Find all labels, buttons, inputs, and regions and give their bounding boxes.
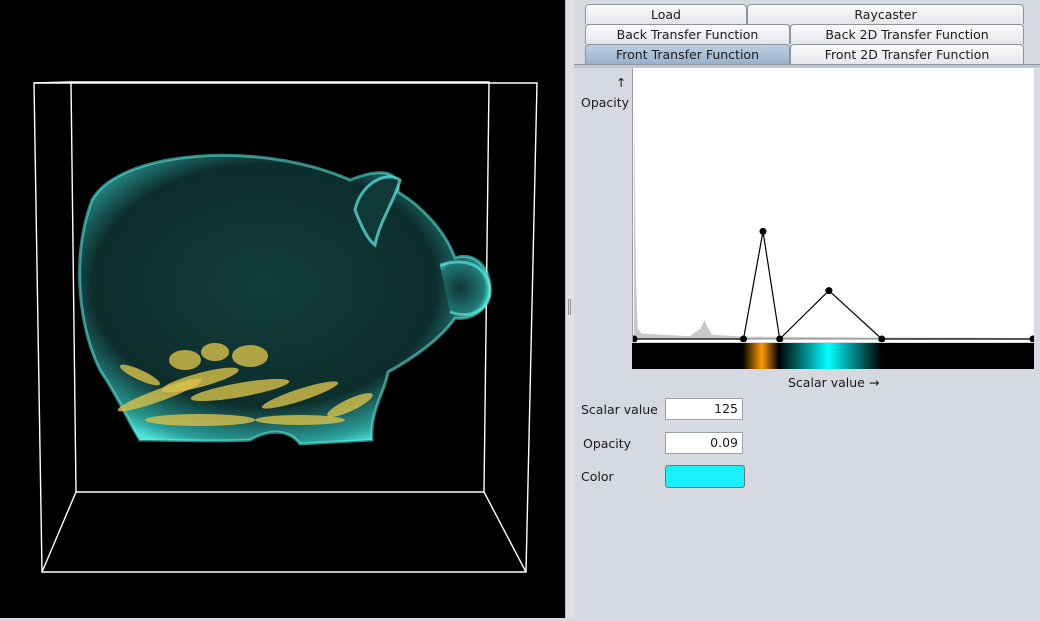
transfer-function-canvas[interactable]	[630, 68, 1037, 343]
control-point-5[interactable]	[878, 335, 886, 343]
histogram-area	[634, 96, 1033, 340]
control-point-4[interactable]	[825, 287, 833, 295]
tab-raycaster[interactable]: Raycaster	[747, 4, 1024, 24]
control-point-2[interactable]	[759, 227, 767, 235]
opacity-curve	[634, 231, 1033, 341]
tab-front-2d-transfer-function[interactable]: Front 2D Transfer Function	[790, 44, 1024, 64]
opacity-field[interactable]: 0.09	[665, 432, 743, 454]
coins-volume	[117, 343, 373, 426]
y-axis-arrow: ↑	[616, 75, 627, 90]
splitter-grip[interactable]	[568, 299, 571, 315]
volume-render-view[interactable]	[0, 0, 565, 618]
control-point-3[interactable]	[776, 335, 784, 343]
tab-back-2d-transfer-function[interactable]: Back 2D Transfer Function	[790, 24, 1024, 44]
transfer-function-plot[interactable]	[630, 68, 1037, 343]
control-point-6[interactable]	[1029, 335, 1037, 343]
y-axis-label: Opacity	[581, 95, 630, 110]
control-point-1[interactable]	[740, 335, 747, 343]
control-point-0[interactable]	[630, 335, 638, 343]
scalar-value-field[interactable]: 125	[665, 398, 743, 420]
piggy-bank-volume	[78, 153, 492, 446]
color-swatch-button[interactable]	[665, 465, 745, 488]
color-label: Color	[581, 469, 614, 484]
colorbar-gradient	[632, 343, 1034, 369]
tab-front-transfer-function[interactable]: Front Transfer Function	[585, 44, 790, 64]
tab-content-border	[574, 64, 1040, 68]
panel-splitter[interactable]	[565, 0, 574, 618]
tab-load[interactable]: Load	[585, 4, 747, 24]
opacity-label: Opacity	[583, 436, 632, 451]
volume-render-canvas[interactable]	[0, 0, 565, 618]
tab-back-transfer-function[interactable]: Back Transfer Function	[585, 24, 790, 44]
x-axis-label: Scalar value →	[788, 375, 880, 390]
colorbar-canvas	[632, 343, 1034, 369]
transfer-function-colorbar	[632, 343, 1034, 369]
scalar-value-label: Scalar value	[581, 402, 658, 417]
